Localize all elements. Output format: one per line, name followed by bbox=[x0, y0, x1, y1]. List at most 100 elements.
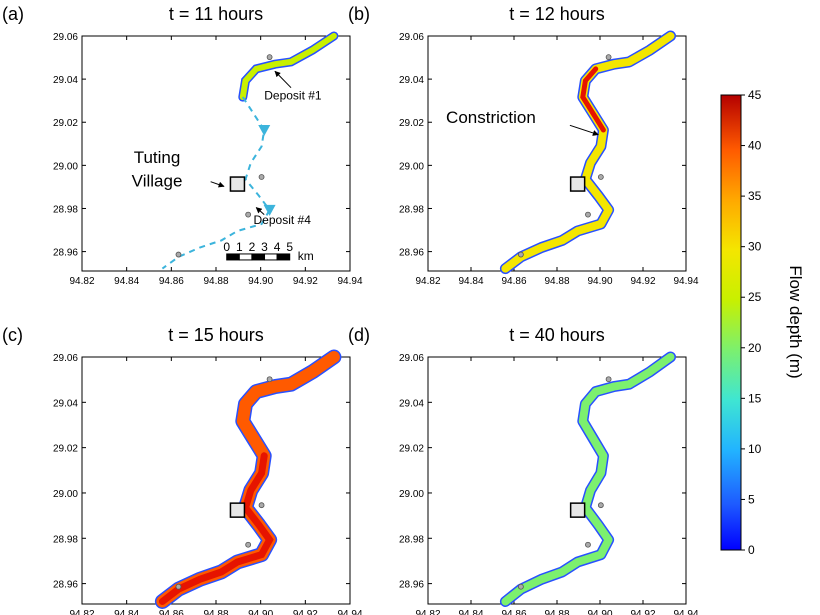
x-tick-label: 94.82 bbox=[415, 609, 440, 615]
deposit-marker bbox=[585, 211, 591, 218]
deposit-marker bbox=[585, 541, 591, 548]
panel-frame-d bbox=[427, 356, 687, 605]
y-tick-label: 28.98 bbox=[399, 204, 424, 215]
y-tick-label: 29.00 bbox=[399, 489, 424, 500]
y-tick-label: 28.96 bbox=[53, 580, 78, 591]
deposit-marker bbox=[605, 54, 612, 61]
colorbar-tick-label: 40 bbox=[748, 139, 762, 153]
y-tick-label: 29.02 bbox=[53, 118, 78, 129]
panel-label-a: (a) bbox=[2, 4, 24, 24]
y-tick-label: 29.04 bbox=[399, 75, 424, 86]
y-tick-label: 29.00 bbox=[53, 161, 78, 172]
x-tick-label: 94.88 bbox=[544, 276, 569, 287]
flow-direction-arrow bbox=[263, 204, 276, 216]
colorbar-tick-label: 30 bbox=[748, 240, 762, 254]
y-tick-label: 29.04 bbox=[53, 398, 78, 409]
village-marker bbox=[229, 176, 246, 192]
colorbar-tick-label: 20 bbox=[748, 341, 762, 355]
scale-bar-tick: 2 bbox=[249, 240, 256, 254]
y-tick-label: 28.96 bbox=[399, 580, 424, 591]
y-tick-label: 29.04 bbox=[53, 75, 78, 86]
deposit-marker bbox=[258, 502, 265, 509]
x-tick-label: 94.88 bbox=[544, 609, 569, 615]
deposit-marker bbox=[597, 502, 604, 509]
colorbar-tick-label: 45 bbox=[748, 88, 762, 102]
scale-bar-unit: km bbox=[298, 249, 314, 263]
colorbar-label: Flow depth (m) bbox=[786, 265, 805, 378]
flow-depth-river bbox=[501, 353, 675, 606]
scale-bar-tick: 4 bbox=[274, 240, 281, 254]
y-tick-label: 29.06 bbox=[399, 32, 424, 43]
deposit1-label: Deposit #1 bbox=[264, 88, 322, 102]
deposit-marker bbox=[245, 541, 252, 548]
panel-label-c: (c) bbox=[2, 325, 23, 345]
panel-title-a: t = 11 hours bbox=[169, 4, 263, 24]
flow-direction-arrow bbox=[258, 125, 271, 136]
village-marker bbox=[229, 502, 246, 518]
y-tick-label: 28.98 bbox=[53, 534, 78, 545]
deposit-marker bbox=[266, 376, 273, 383]
panel-a: (a) t = 11 hours 94.82 94.84 94.86 94.88 94.90… bbox=[2, 4, 363, 287]
x-tick-label: 94.82 bbox=[69, 276, 94, 287]
x-tick-label: 94.92 bbox=[630, 609, 655, 615]
deposit-marker bbox=[266, 54, 273, 61]
deposit4-arrow bbox=[255, 207, 265, 215]
deposit-marker bbox=[517, 583, 524, 590]
deposit-marker bbox=[517, 251, 524, 258]
scale-bar-segment bbox=[251, 253, 266, 261]
x-tick-label: 94.92 bbox=[293, 276, 318, 287]
y-tick-label: 29.02 bbox=[399, 444, 424, 455]
deposit-marker bbox=[175, 251, 182, 258]
x-tick-label: 94.84 bbox=[458, 276, 483, 287]
deep-core bbox=[580, 66, 606, 133]
colorbar-tick-label: 15 bbox=[748, 391, 762, 405]
panel-title-d: t = 40 hours bbox=[509, 325, 605, 345]
colorbar-gradient bbox=[720, 94, 742, 551]
panel-title-b: t = 12 hours bbox=[509, 4, 605, 24]
x-tick-label: 94.84 bbox=[458, 609, 483, 615]
x-tick-label: 94.88 bbox=[203, 276, 228, 287]
river-path-dashed bbox=[161, 96, 271, 270]
panel-label-b: (b) bbox=[348, 4, 370, 24]
x-tick-label: 94.94 bbox=[337, 609, 362, 615]
deposit-marker bbox=[258, 174, 265, 180]
x-tick-label: 94.86 bbox=[501, 276, 526, 287]
y-tick-label: 28.98 bbox=[53, 204, 78, 215]
colorbar-tick-label: 35 bbox=[748, 189, 762, 203]
colorbar-tick-label: 25 bbox=[748, 290, 762, 304]
colorbar-tick-label: 10 bbox=[748, 442, 762, 456]
y-tick-label: 29.06 bbox=[399, 353, 424, 364]
flow-depth-river bbox=[239, 33, 337, 101]
y-tick-label: 29.00 bbox=[399, 161, 424, 172]
x-tick-label: 94.82 bbox=[69, 609, 94, 615]
deposit-marker bbox=[175, 583, 182, 590]
scale-bar-tick: 1 bbox=[236, 240, 243, 254]
y-tick-label: 29.02 bbox=[399, 118, 424, 129]
x-tick-label: 94.86 bbox=[501, 609, 526, 615]
panel-frame-b bbox=[427, 35, 687, 272]
scale-bar-segment bbox=[226, 253, 240, 261]
deposit1-arrow bbox=[274, 70, 292, 89]
x-tick-label: 94.86 bbox=[159, 276, 184, 287]
y-tick-label: 28.96 bbox=[53, 248, 78, 259]
deposit-marker bbox=[597, 174, 604, 180]
village-marker bbox=[569, 502, 586, 518]
panel-title-c: t = 15 hours bbox=[168, 325, 264, 345]
village-arrow bbox=[210, 181, 225, 188]
x-tick-label: 94.84 bbox=[114, 609, 139, 615]
x-tick-label: 94.86 bbox=[159, 609, 184, 615]
x-tick-label: 94.94 bbox=[673, 276, 698, 287]
village-marker bbox=[569, 176, 586, 192]
scale-bar-tick: 0 bbox=[223, 240, 230, 254]
panel-c: (c) t = 15 hours 94.82 94.84 94.86 94.88 94.90… bbox=[2, 325, 363, 615]
panel-label-d: (d) bbox=[348, 325, 370, 345]
x-tick-label: 94.92 bbox=[293, 609, 318, 615]
panel-frame-c bbox=[81, 356, 351, 605]
scale-bar-segment bbox=[264, 253, 278, 261]
x-tick-label: 94.90 bbox=[587, 276, 612, 287]
y-tick-label: 29.04 bbox=[399, 398, 424, 409]
scale-bar-tick: 3 bbox=[261, 240, 268, 254]
x-tick-label: 94.82 bbox=[415, 276, 440, 287]
constriction-label: Constriction bbox=[446, 108, 536, 127]
